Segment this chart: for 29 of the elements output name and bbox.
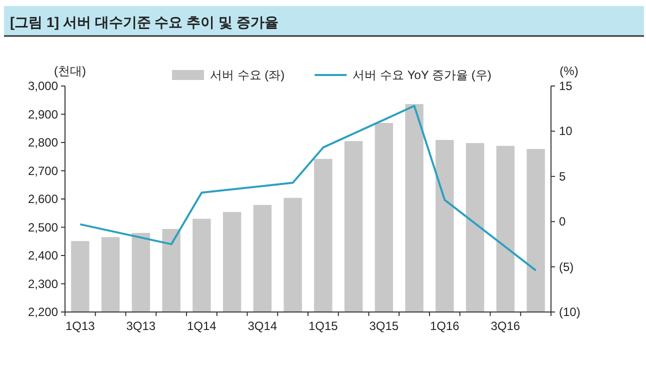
y-tick-label: 2,400 (28, 248, 58, 262)
y-tick-label: 2,200 (28, 305, 58, 319)
x-tick-label: 3Q15 (369, 319, 399, 333)
y-tick-label: 2,300 (28, 276, 58, 291)
y-tick-label: 2,900 (28, 107, 58, 122)
y2-tick-label: (10) (559, 305, 580, 319)
x-tick-label: 1Q15 (308, 319, 338, 333)
chart-title: [그림 1] 서버 대수기준 수요 추이 및 증가율 (10, 14, 278, 30)
x-tick-label: 3Q14 (248, 319, 278, 333)
x-tick-label: 1Q13 (66, 319, 96, 333)
legend-label: 서버 수요 YoY 증가율 (우) (352, 68, 492, 82)
y2-tick-label: 10 (559, 124, 573, 138)
y2-axis-title: (%) (560, 64, 578, 78)
y2-tick-label: 0 (559, 214, 566, 229)
y-tick-label: 3,000 (28, 79, 58, 93)
line-series (79, 104, 537, 272)
x-tick-label: 3Q16 (490, 319, 520, 333)
y-tick-label: 2,700 (28, 164, 58, 178)
legend-label: 서버 수요 (좌) (210, 68, 285, 82)
y-tick-label: 2,800 (28, 136, 58, 150)
x-tick-label: 1Q14 (187, 319, 217, 333)
y2-tick-label: 5 (559, 169, 566, 184)
y-axis-title: (천대) (54, 64, 86, 78)
y-tick-label: 2,600 (28, 192, 58, 206)
x-tick-label: 3Q13 (126, 319, 156, 333)
y-tick-label: 2,500 (28, 220, 58, 234)
y2-tick-label: (5) (559, 260, 574, 274)
x-tick-label: 1Q16 (430, 319, 460, 333)
y2-tick-label: 15 (559, 79, 573, 93)
